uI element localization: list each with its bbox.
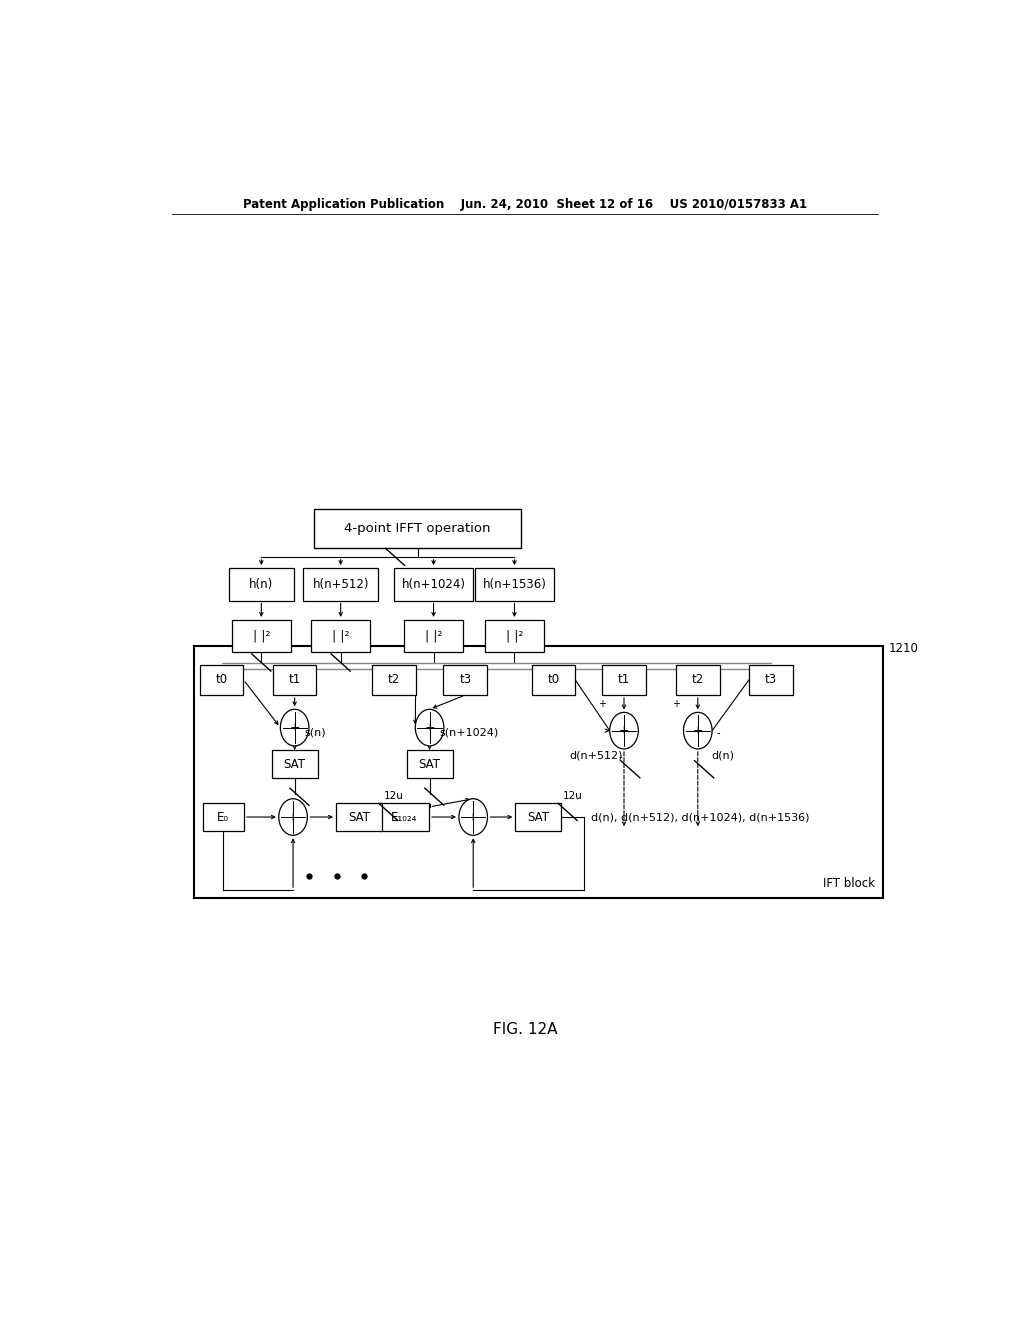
Text: d(n+512): d(n+512) <box>569 750 623 760</box>
Bar <box>403 620 463 652</box>
Bar <box>602 664 646 696</box>
Text: -: - <box>618 752 622 762</box>
Text: 12u: 12u <box>384 791 403 801</box>
Bar <box>407 750 453 779</box>
Text: FIG. 12A: FIG. 12A <box>493 1022 557 1038</box>
Circle shape <box>281 709 309 746</box>
Bar <box>314 510 521 548</box>
Text: -: - <box>717 727 720 738</box>
Text: SAT: SAT <box>419 758 440 771</box>
Circle shape <box>279 799 307 836</box>
Text: h(n): h(n) <box>249 578 273 591</box>
Circle shape <box>684 713 712 748</box>
Text: +: + <box>598 700 606 709</box>
Text: t1: t1 <box>289 673 301 686</box>
Bar <box>749 664 793 696</box>
Bar <box>303 568 379 601</box>
Text: +: + <box>692 725 703 737</box>
Bar <box>394 568 473 601</box>
Text: E₀: E₀ <box>217 810 229 824</box>
Text: SAT: SAT <box>348 810 370 824</box>
Text: IFT block: IFT block <box>822 878 874 890</box>
Text: | |²: | |² <box>332 630 349 643</box>
Text: +: + <box>290 721 300 734</box>
Text: s(n+1024): s(n+1024) <box>439 727 499 738</box>
Bar <box>475 568 554 601</box>
Text: +: + <box>672 700 680 709</box>
Text: SAT: SAT <box>284 758 305 771</box>
Bar <box>336 803 382 832</box>
Bar <box>228 568 294 601</box>
Bar <box>676 664 720 696</box>
Text: t0: t0 <box>216 673 227 686</box>
Text: h(n+1536): h(n+1536) <box>482 578 547 591</box>
Text: +: + <box>468 810 478 824</box>
Text: t1: t1 <box>617 673 630 686</box>
Bar <box>194 647 883 899</box>
Bar <box>272 664 316 696</box>
Bar <box>443 664 487 696</box>
Text: +: + <box>288 810 298 824</box>
Text: SAT: SAT <box>527 810 549 824</box>
Text: s(n): s(n) <box>304 727 326 738</box>
Text: | |²: | |² <box>506 630 523 643</box>
Text: t3: t3 <box>459 673 471 686</box>
Bar <box>379 803 429 832</box>
Text: h(n+1024): h(n+1024) <box>401 578 466 591</box>
Bar <box>484 620 544 652</box>
Circle shape <box>609 713 638 748</box>
Bar <box>372 664 416 696</box>
Text: d(n): d(n) <box>712 750 734 760</box>
Bar <box>271 750 317 779</box>
Text: 1210: 1210 <box>888 642 919 655</box>
Text: h(n+512): h(n+512) <box>312 578 369 591</box>
Text: 12u: 12u <box>563 791 583 801</box>
Text: 4-point IFFT operation: 4-point IFFT operation <box>344 521 490 535</box>
Circle shape <box>416 709 443 746</box>
Bar <box>515 803 561 832</box>
Text: t3: t3 <box>765 673 777 686</box>
Text: t0: t0 <box>547 673 559 686</box>
Circle shape <box>459 799 487 836</box>
Text: t2: t2 <box>388 673 400 686</box>
Bar <box>200 664 244 696</box>
Bar <box>531 664 575 696</box>
Text: E₁₀₂₄: E₁₀₂₄ <box>391 810 418 824</box>
Text: d(n), d(n+512), d(n+1024), d(n+1536): d(n), d(n+512), d(n+1024), d(n+1536) <box>592 812 810 822</box>
Text: | |²: | |² <box>253 630 270 643</box>
Text: +: + <box>618 725 630 737</box>
Bar <box>311 620 371 652</box>
Bar <box>203 803 244 832</box>
Text: Patent Application Publication    Jun. 24, 2010  Sheet 12 of 16    US 2010/01578: Patent Application Publication Jun. 24, … <box>243 198 807 211</box>
Text: t2: t2 <box>691 673 703 686</box>
Text: +: + <box>424 721 435 734</box>
Text: | |²: | |² <box>425 630 442 643</box>
Bar <box>231 620 291 652</box>
